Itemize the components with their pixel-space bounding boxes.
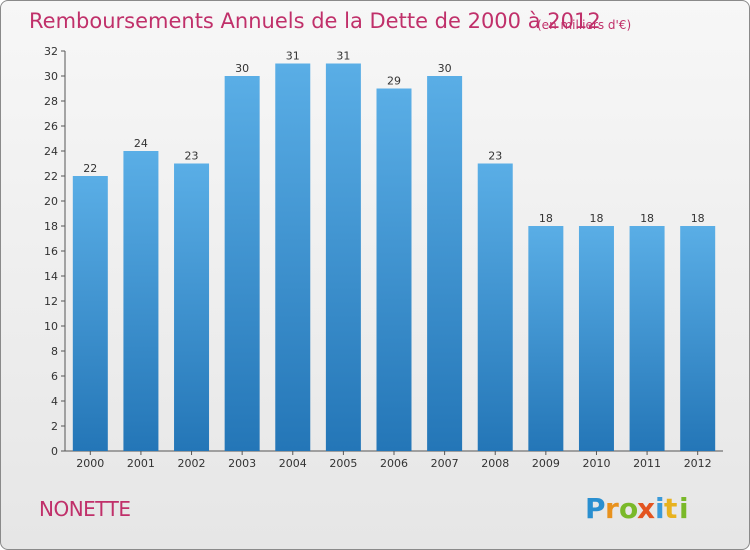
svg-text:i: i <box>679 492 689 525</box>
x-tick-label: 2012 <box>684 457 712 470</box>
chart-unit: (en milliers d'€) <box>537 18 632 32</box>
data-label: 30 <box>235 62 249 75</box>
svg-text:P: P <box>585 492 606 525</box>
data-label: 31 <box>336 50 350 63</box>
data-label: 23 <box>488 150 502 163</box>
proxiti-logo: P r o x i t i <box>585 492 689 525</box>
y-tick-label: 14 <box>44 270 58 283</box>
data-label: 18 <box>640 212 654 225</box>
x-tick-label: 2011 <box>633 457 661 470</box>
x-tick-label: 2007 <box>431 457 459 470</box>
bar <box>680 226 716 451</box>
data-label: 31 <box>286 50 300 63</box>
data-label: 23 <box>185 150 199 163</box>
bar <box>376 88 412 451</box>
data-label: 29 <box>387 75 401 88</box>
x-tick-label: 2010 <box>582 457 610 470</box>
x-tick-label: 2001 <box>127 457 155 470</box>
y-tick-label: 8 <box>51 345 58 358</box>
x-tick-label: 2009 <box>532 457 560 470</box>
y-tick-label: 26 <box>44 120 58 133</box>
bar <box>427 76 463 451</box>
y-tick-label: 6 <box>51 370 58 383</box>
data-label: 18 <box>691 212 705 225</box>
svg-text:o: o <box>619 492 638 525</box>
bar <box>629 226 665 451</box>
data-label: 18 <box>539 212 553 225</box>
bar <box>528 226 564 451</box>
bar <box>275 63 311 451</box>
data-label: 18 <box>589 212 603 225</box>
y-tick-label: 24 <box>44 145 58 158</box>
y-tick-label: 30 <box>44 70 58 83</box>
y-tick-label: 32 <box>44 45 58 58</box>
data-label: 22 <box>83 162 97 175</box>
commune-name: NONETTE <box>39 497 131 521</box>
bar <box>224 76 260 451</box>
x-tick-label: 2008 <box>481 457 509 470</box>
y-tick-label: 28 <box>44 95 58 108</box>
bar <box>325 63 361 451</box>
y-tick-label: 2 <box>51 420 58 433</box>
x-tick-label: 2003 <box>228 457 256 470</box>
bar <box>72 176 108 451</box>
y-tick-label: 0 <box>51 445 58 458</box>
x-tick-label: 2002 <box>178 457 206 470</box>
svg-text:r: r <box>605 492 619 525</box>
y-tick-label: 20 <box>44 195 58 208</box>
svg-text:x: x <box>637 492 655 525</box>
bar <box>477 163 513 451</box>
y-tick-label: 12 <box>44 295 58 308</box>
bar <box>578 226 614 451</box>
chart-title: Remboursements Annuels de la Dette de 20… <box>29 9 601 33</box>
y-tick-label: 10 <box>44 320 58 333</box>
y-tick-label: 22 <box>44 170 58 183</box>
y-tick-label: 16 <box>44 245 58 258</box>
x-tick-label: 2000 <box>76 457 104 470</box>
x-tick-label: 2005 <box>329 457 357 470</box>
bar <box>174 163 210 451</box>
data-label: 30 <box>438 62 452 75</box>
svg-text:i: i <box>655 492 665 525</box>
x-tick-label: 2006 <box>380 457 408 470</box>
data-label: 24 <box>134 137 148 150</box>
bar <box>123 151 159 451</box>
svg-text:t: t <box>664 492 677 525</box>
y-tick-label: 18 <box>44 220 58 233</box>
x-tick-label: 2004 <box>279 457 307 470</box>
y-tick-label: 4 <box>51 395 58 408</box>
